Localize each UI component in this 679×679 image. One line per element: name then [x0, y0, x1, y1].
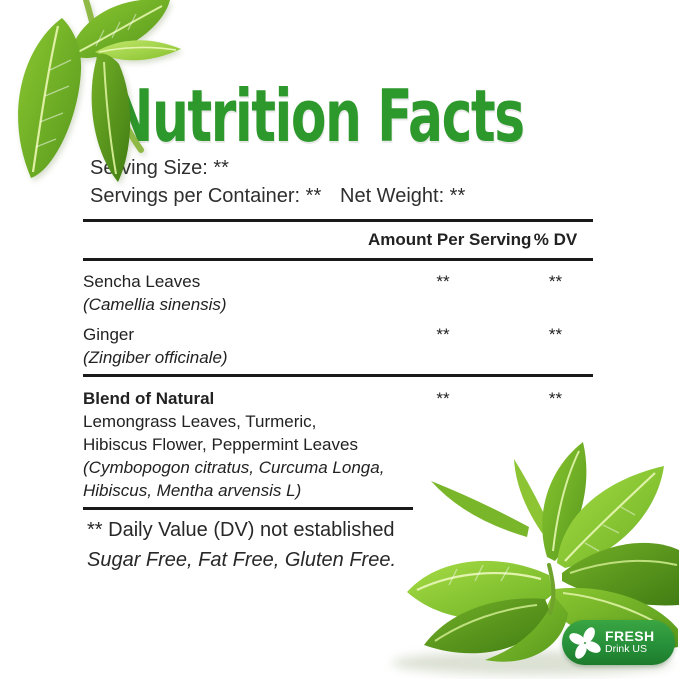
dv-value: ** — [548, 389, 563, 408]
table-header-row: Amount Per Serving % DV — [83, 219, 593, 261]
clover-leaf-icon — [569, 626, 601, 659]
table-row: Blend of Natural Lemongrass Leaves, Turm… — [83, 387, 593, 502]
page-title: Nutrition Facts — [110, 74, 525, 158]
amount-value: ** — [436, 389, 450, 408]
supplement-facts-table: Amount Per Serving % DV Sencha Leaves (C… — [83, 219, 593, 510]
servings-per-container-text: Servings per Container: ** — [90, 185, 322, 207]
free-claims-text: Sugar Free, Fat Free, Gluten Free. — [87, 549, 397, 571]
ingredient-latin-name: (Zingiber officinale) — [83, 348, 228, 367]
logo-brand-text: FRESH — [605, 628, 655, 645]
table-row: Ginger (Zingiber officinale) ** ** — [83, 323, 593, 369]
footnote-divider — [83, 507, 413, 510]
table-row: Sencha Leaves (Camellia sinensis) ** ** — [83, 270, 593, 316]
table-divider — [83, 374, 593, 377]
dv-footnote-text: ** Daily Value (DV) not established — [87, 519, 395, 541]
column-amount-per-serving: Amount Per Serving — [368, 230, 532, 249]
blend-ingredient-line: Lemongrass Leaves, Turmeric, — [83, 412, 317, 431]
brand-logo: FRESH Drink US — [562, 620, 675, 665]
amount-value: ** — [436, 325, 450, 344]
blend-name: Blend of Natural — [83, 389, 215, 408]
net-weight-text: Net Weight: ** — [340, 185, 466, 207]
blend-ingredient-line: Hibiscus Flower, Peppermint Leaves — [83, 435, 358, 454]
tea-leaves-top-left-image — [18, 0, 181, 183]
ingredient-name: Ginger — [83, 325, 135, 344]
blend-latin-line: (Cymbopogon citratus, Curcuma Longa, — [83, 458, 385, 477]
blend-latin-line: Hibiscus, Mentha arvensis L) — [83, 481, 302, 500]
tea-leaves-bottom-right-image — [392, 442, 679, 675]
logo-tagline-text: Drink US — [605, 643, 648, 656]
serving-info: Serving Size: ** Servings per Container:… — [90, 157, 570, 208]
amount-value: ** — [436, 272, 450, 291]
footnotes: ** Daily Value (DV) not established Suga… — [87, 519, 396, 572]
ingredient-latin-name: (Camellia sinensis) — [83, 295, 227, 314]
dv-value: ** — [548, 325, 563, 344]
ingredient-name: Sencha Leaves — [83, 272, 201, 291]
dv-value: ** — [548, 272, 563, 291]
column-percent-dv: % DV — [533, 230, 578, 249]
